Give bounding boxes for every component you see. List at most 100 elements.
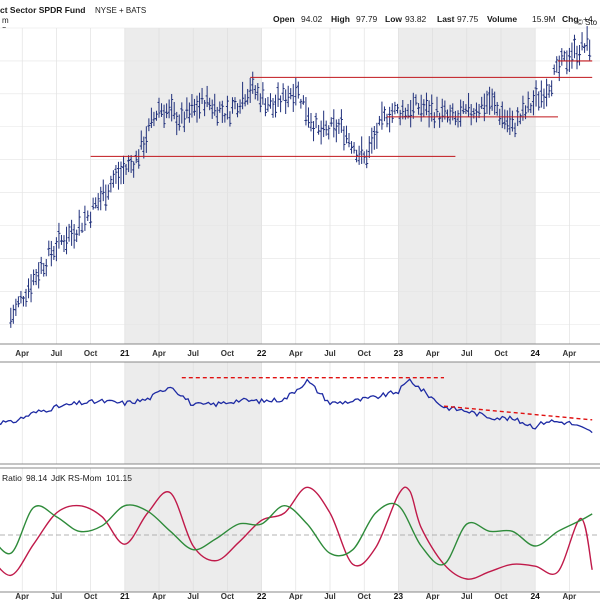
price-bar (256, 83, 260, 101)
x-tick-label: 22 (257, 591, 267, 600)
price-bar (312, 121, 316, 142)
price-bar (427, 100, 431, 128)
price-bar (409, 99, 413, 128)
price-bar (329, 117, 333, 127)
price-bar (534, 80, 538, 107)
price-bar (210, 99, 214, 119)
price-bar (500, 101, 504, 129)
period-note: m (2, 16, 9, 25)
price-bar (220, 100, 224, 123)
price-bar (37, 262, 41, 289)
ratio-line (0, 486, 593, 580)
x-tick-label: Apr (563, 349, 577, 358)
price-bar (230, 97, 234, 114)
price-bar (101, 179, 105, 202)
price-bar (99, 186, 103, 211)
volume-value: 15.9M (532, 14, 556, 24)
price-bar (385, 113, 389, 128)
price-bar (175, 111, 179, 136)
price-bar (565, 50, 569, 75)
price-bar (510, 110, 514, 132)
price-bar (177, 114, 181, 131)
price-bar (34, 268, 38, 286)
price-bar (464, 104, 468, 115)
price-bar (350, 141, 354, 154)
price-bar (253, 85, 257, 100)
x-tick-label: Apr (15, 349, 29, 358)
price-bar (106, 184, 110, 200)
support-resistance-lines (90, 60, 593, 157)
price-bar (218, 101, 222, 113)
price-bar (398, 109, 402, 126)
price-bar (542, 88, 546, 109)
price-bar (180, 102, 184, 124)
price-bar (172, 101, 176, 120)
low-label: Low (385, 14, 402, 24)
x-tick-label: Oct (358, 349, 372, 358)
price-bar (508, 107, 512, 136)
price-bars (9, 26, 592, 328)
price-bar (149, 107, 153, 128)
price-bar (393, 101, 397, 115)
price-bar (104, 184, 108, 211)
x-tick-label: Apr (152, 592, 166, 600)
price-bar (86, 210, 90, 221)
indicator-legend: Ratio 98.14 JdK RS-Mom 101.15 (2, 473, 132, 483)
price-bar (370, 127, 374, 154)
price-bar (396, 103, 400, 114)
price-bar (160, 103, 164, 117)
price-bar (503, 109, 507, 130)
price-bar (225, 95, 229, 120)
price-bar (19, 290, 23, 304)
price-bar (54, 237, 58, 262)
x-tick-label: Jul (187, 349, 199, 358)
price-bar (42, 262, 46, 277)
price-bar (144, 126, 148, 153)
price-bar (195, 95, 199, 123)
price-bar (291, 83, 295, 112)
rs-line (0, 378, 593, 434)
x-tick-label: 21 (120, 591, 130, 600)
price-bar (480, 96, 484, 110)
price-bar (70, 219, 74, 246)
price-bar (401, 99, 405, 120)
relative-strength-line (0, 378, 593, 434)
price-bar (215, 106, 219, 126)
price-bar (80, 222, 84, 233)
x-tick-label: Jul (324, 592, 336, 600)
price-bar (223, 113, 227, 123)
price-bar (47, 240, 51, 257)
price-bar (274, 94, 278, 118)
price-bar (435, 96, 439, 118)
indicator-x-axis-labels: Apr Jul Oct 21 Apr Jul Oct 22 Apr Jul Oct 23 Apr Jul O… (15, 591, 576, 601)
price-bar (134, 150, 138, 164)
price-bar (539, 80, 543, 108)
price-bar (411, 92, 415, 119)
price-bar (448, 104, 452, 125)
price-bar (327, 125, 331, 140)
price-bar (567, 47, 571, 73)
price-bar (469, 104, 473, 126)
price-bar (122, 155, 126, 184)
momentum-value: 101.15 (106, 473, 132, 483)
x-tick-label: Apr (289, 592, 303, 600)
price-bar (309, 112, 313, 132)
price-bar (9, 307, 13, 328)
price-bar (414, 94, 418, 106)
price-bar (62, 235, 66, 253)
x-tick-label: Jul (461, 592, 473, 600)
price-bar (560, 48, 564, 66)
price-bar (505, 110, 509, 133)
price-bar (438, 112, 442, 128)
price-bar (388, 106, 392, 133)
price-bar (344, 125, 348, 144)
price-bar (477, 103, 481, 119)
price-bar (203, 100, 207, 117)
momentum-line (0, 502, 593, 566)
price-bar (261, 82, 265, 105)
price-bar (238, 99, 242, 114)
price-bar (185, 97, 189, 119)
price-bar (182, 111, 186, 133)
price-bar (301, 95, 305, 105)
